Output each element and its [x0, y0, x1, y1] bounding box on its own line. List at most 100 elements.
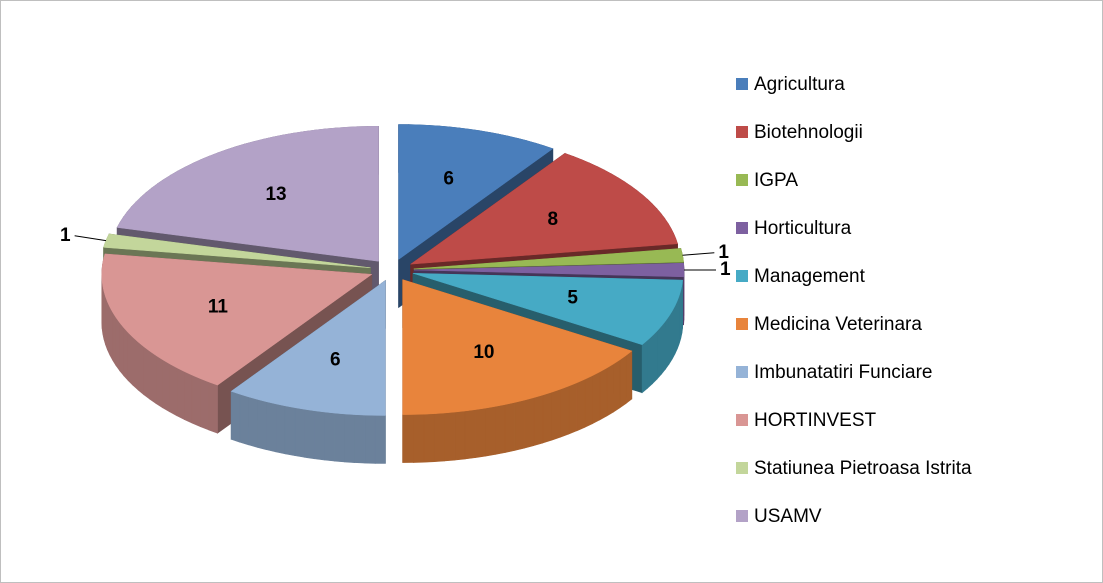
slice-side — [656, 325, 662, 380]
legend-label: Imbunatatiri Funciare — [754, 362, 932, 383]
slice-side — [354, 414, 366, 464]
slice-side — [314, 410, 325, 461]
slice-side — [619, 354, 627, 409]
slice-side — [137, 341, 144, 396]
legend-swatch — [736, 318, 748, 330]
legend-swatch — [736, 510, 748, 522]
slice-side — [674, 300, 678, 355]
slice — [402, 279, 633, 415]
leader-line — [682, 252, 715, 256]
slice-side — [284, 405, 296, 457]
slice — [409, 153, 678, 265]
slice-side — [668, 310, 673, 366]
slice-side — [412, 413, 425, 463]
legend-swatch — [736, 222, 748, 234]
data-label: 5 — [567, 287, 578, 308]
slice-side — [475, 407, 486, 458]
legend-swatch — [736, 174, 748, 186]
legend-label: HORTINVEST — [754, 410, 877, 431]
slice-side — [169, 363, 178, 417]
slice-side — [671, 305, 676, 360]
slice-side — [625, 350, 633, 405]
slice-side — [266, 401, 277, 453]
slice-side — [606, 363, 614, 417]
slice-side — [304, 408, 315, 460]
slice — [103, 233, 371, 269]
slice-side — [239, 393, 249, 446]
slice-side — [584, 375, 593, 428]
data-label: 1 — [718, 242, 729, 263]
legend-label: Medicina Veterinara — [754, 314, 922, 335]
slice — [413, 248, 684, 270]
slice-side — [560, 385, 570, 438]
slice-side — [155, 354, 163, 409]
slice-side — [551, 388, 561, 441]
slice-side — [248, 396, 258, 448]
slice — [230, 280, 386, 416]
legend-label: IGPA — [754, 170, 798, 191]
slice-side — [665, 315, 670, 371]
legend-label: Biotehnologii — [754, 122, 863, 143]
slice-side — [184, 371, 193, 424]
slice-side — [402, 414, 414, 463]
slice-side — [143, 345, 150, 400]
slice-side — [191, 374, 201, 428]
slice-side — [576, 378, 586, 432]
slice-side — [162, 359, 170, 413]
slice-side — [433, 412, 445, 463]
slice-side — [423, 413, 435, 463]
legend-swatch — [736, 126, 748, 138]
slice-side — [592, 371, 601, 425]
data-label: 10 — [473, 342, 494, 363]
slice — [116, 126, 379, 262]
slice-side — [647, 334, 653, 389]
slice-side — [294, 407, 305, 458]
slice-side — [257, 398, 267, 451]
slice-side — [132, 336, 139, 391]
data-label: 1 — [60, 225, 71, 246]
legend-swatch — [736, 366, 748, 378]
slice — [413, 262, 685, 278]
slice-side — [230, 390, 241, 443]
data-label: 11 — [208, 296, 229, 317]
data-label: 13 — [265, 184, 286, 205]
slice-side — [200, 378, 210, 431]
slice-side — [115, 316, 120, 372]
legend-swatch — [736, 270, 748, 282]
slice-side — [613, 359, 621, 413]
legend-swatch — [736, 462, 748, 474]
slice-side — [454, 410, 466, 461]
legend-label: USAMV — [754, 506, 822, 527]
legend-label: Horticultura — [754, 218, 852, 239]
slice-side — [514, 399, 525, 451]
legend-swatch — [736, 78, 748, 90]
slice-side — [176, 367, 185, 420]
legend-swatch — [736, 414, 748, 426]
slice-side — [374, 415, 386, 464]
slice-side — [127, 331, 134, 386]
slice-side — [107, 301, 111, 356]
leader-line — [74, 235, 107, 242]
slice-side — [599, 367, 608, 421]
legend-label: Agricultura — [754, 74, 845, 95]
data-label: 8 — [547, 209, 558, 230]
slice-side — [334, 412, 345, 463]
slice-side — [495, 404, 506, 455]
slice — [398, 124, 554, 260]
slice-side — [112, 311, 117, 367]
data-label: 6 — [443, 169, 454, 190]
slice-side — [641, 339, 648, 394]
slice-side — [524, 397, 535, 449]
slice-side — [652, 330, 658, 385]
slice-side — [324, 411, 335, 462]
slice-side — [149, 350, 157, 404]
legend-label: Statiunea Pietroasa Istrita — [754, 458, 972, 479]
slice-side — [123, 326, 129, 382]
slice — [101, 253, 373, 386]
data-label: 1 — [720, 259, 731, 280]
slice-side — [542, 391, 552, 444]
slice-side — [275, 403, 286, 455]
slice-side — [661, 320, 666, 375]
slice-side — [504, 402, 516, 453]
slice-side — [364, 414, 376, 464]
